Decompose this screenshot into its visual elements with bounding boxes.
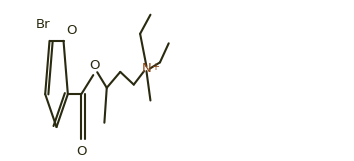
- Text: O: O: [90, 59, 100, 72]
- Text: N: N: [142, 62, 152, 75]
- Text: Br: Br: [36, 18, 51, 31]
- Text: O: O: [76, 145, 87, 158]
- Text: +: +: [151, 62, 159, 72]
- Text: O: O: [67, 24, 77, 37]
